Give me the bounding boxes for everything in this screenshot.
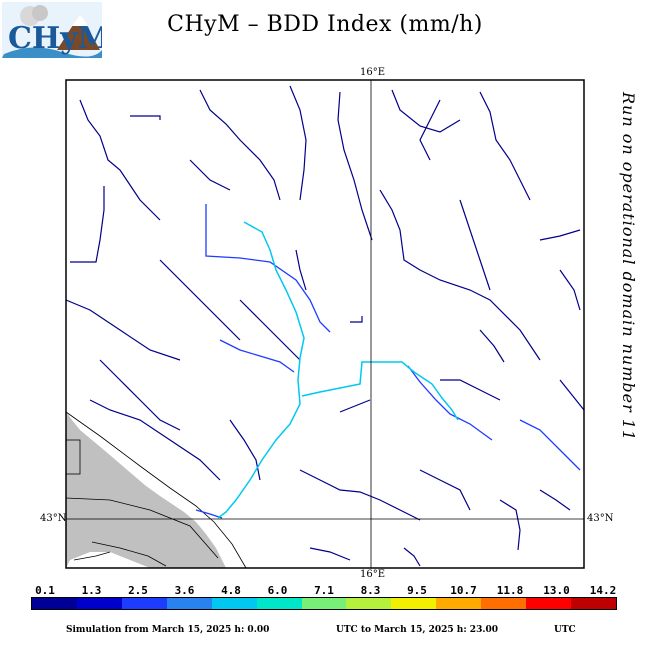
lon-label-bottom: 16°E	[360, 569, 386, 580]
colorbar-swatch-5	[256, 598, 302, 609]
chym-logo: CHyM	[2, 2, 102, 58]
colorbar-swatch-9	[436, 598, 482, 609]
river-network-low	[65, 85, 585, 567]
page-title: CHyM – BDD Index (mm/h)	[167, 12, 483, 37]
colorbar-label-4: 4.8	[221, 584, 241, 597]
side-note: Run on operational domain number 11	[616, 92, 640, 452]
land-mask	[66, 412, 226, 568]
colorbar-label-12: 14.2	[589, 584, 617, 597]
colorbar-swatch-8	[391, 598, 437, 609]
colorbar-label-9: 10.7	[450, 584, 477, 597]
river-network-mid	[195, 204, 581, 519]
colorbar-label-1: 1.3	[81, 584, 102, 597]
colorbar-swatch-11	[526, 598, 572, 609]
colorbar-swatch-0	[32, 598, 77, 609]
colorbar-swatch-6	[301, 598, 347, 609]
colorbar-swatch-2	[121, 598, 167, 609]
map-frame	[65, 79, 585, 569]
colorbar-swatch-12	[571, 598, 616, 609]
colorbar-label-6: 7.1	[314, 584, 334, 597]
footer-utc: UTC	[554, 625, 576, 635]
colorbar-label-3: 3.6	[174, 584, 195, 597]
colorbar-label-8: 9.5	[407, 584, 427, 597]
colorbar-swatch-3	[166, 598, 212, 609]
colorbar-swatch-7	[346, 598, 392, 609]
colorbar-label-10: 11.8	[496, 584, 524, 597]
lon-label-top: 16°E	[360, 67, 386, 78]
river-main-course	[217, 221, 459, 519]
lat-label-left: 43°N	[40, 513, 67, 524]
colorbar-labels: 0.1 1.3 2.5 3.6 4.8 6.0 7.1 8.3 9.5 10.7 11.8 13.0 1…	[0, 584, 650, 597]
colorbar-label-0: 0.1	[35, 584, 55, 597]
graticule	[66, 80, 584, 568]
colorbar-label-2: 2.5	[128, 584, 148, 597]
side-note-text: Run on operational domain number 11	[619, 92, 638, 442]
lat-label-right: 43°N	[587, 513, 614, 524]
footer-simulation-start: Simulation from March 15, 2025 h: 0.00	[66, 625, 270, 635]
colorbar-label-11: 13.0	[543, 584, 570, 597]
footer-simulation-end: UTC to March 15, 2025 h: 23.00	[336, 625, 498, 635]
colorbar-swatch-1	[76, 598, 122, 609]
coastlines	[65, 411, 247, 569]
logo-text: CHyM	[8, 21, 102, 56]
colorbar-swatch-10	[481, 598, 527, 609]
colorbar-swatch-4	[211, 598, 257, 609]
colorbar	[31, 597, 617, 610]
colorbar-label-7: 8.3	[360, 584, 381, 597]
colorbar-label-5: 6.0	[267, 584, 288, 597]
